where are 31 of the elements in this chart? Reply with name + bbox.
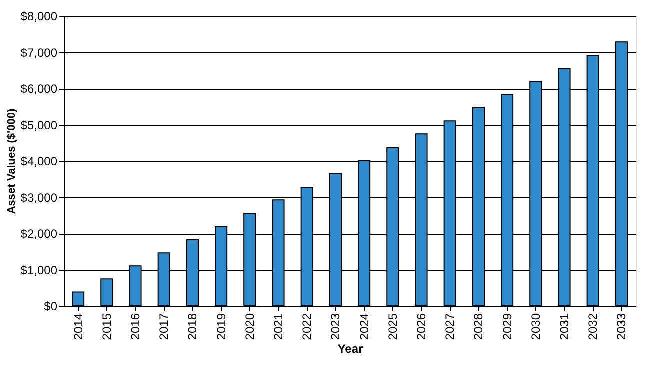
x-tick-label: 2022	[300, 313, 314, 340]
x-tick-label: 2020	[242, 313, 257, 340]
x-tick-label: 2026	[414, 313, 428, 340]
y-tick-label: $1,000	[20, 263, 58, 278]
y-tick-label: $5,000	[20, 118, 58, 132]
x-tick-label: 2019	[214, 313, 228, 340]
y-tick-label: $0	[44, 300, 58, 314]
y-tick-label: $4,000	[20, 154, 58, 168]
x-tick-label: 2031	[558, 313, 572, 340]
x-tick-label: 2024	[357, 313, 372, 340]
x-tick-label: 2023	[328, 313, 343, 340]
x-tick-label: 2032	[586, 313, 600, 340]
x-tick-label: 2021	[272, 313, 286, 340]
x-tick-label: 2028	[472, 313, 486, 340]
x-tick-label: 2015	[100, 313, 114, 340]
x-tick-label: 2029	[500, 313, 514, 340]
x-tick-label: 2017	[157, 313, 172, 340]
y-tick-label: $6,000	[20, 82, 58, 96]
y-tick-label: $8,000	[20, 10, 58, 24]
x-axis-title: Year	[338, 342, 364, 356]
x-tick-label: 2033	[614, 313, 629, 340]
y-axis-title: Asset Values ($'000)	[6, 108, 18, 214]
y-tick-label: $7,000	[20, 46, 58, 60]
y-tick-label: $3,000	[20, 190, 58, 205]
y-tick-label: $2,000	[20, 227, 58, 241]
x-tick-label: 2025	[386, 313, 400, 340]
x-tick-label: 2027	[443, 313, 458, 340]
x-tick-label: 2014	[71, 313, 86, 340]
x-tick-label: 2030	[528, 313, 543, 340]
x-tick-label: 2018	[186, 313, 200, 340]
x-tick-label: 2016	[128, 313, 142, 340]
